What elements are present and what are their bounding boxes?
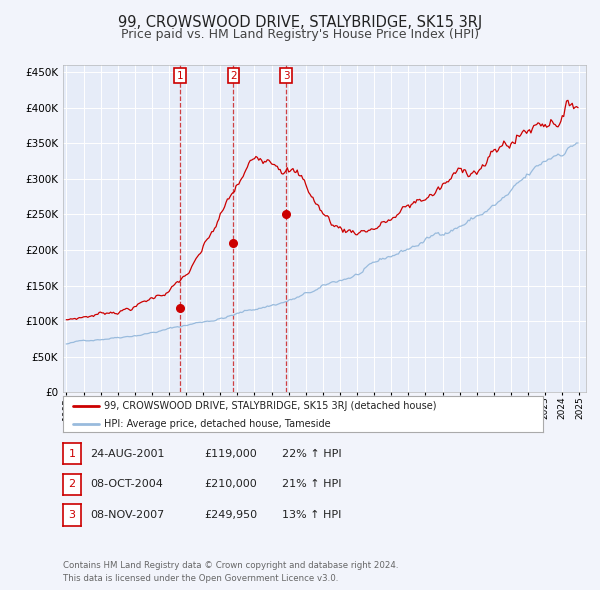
Text: Contains HM Land Registry data © Crown copyright and database right 2024.
This d: Contains HM Land Registry data © Crown c… (63, 562, 398, 583)
Text: Price paid vs. HM Land Registry's House Price Index (HPI): Price paid vs. HM Land Registry's House … (121, 28, 479, 41)
Text: £119,000: £119,000 (204, 449, 257, 458)
Text: 99, CROWSWOOD DRIVE, STALYBRIDGE, SK15 3RJ: 99, CROWSWOOD DRIVE, STALYBRIDGE, SK15 3… (118, 15, 482, 30)
Text: 13% ↑ HPI: 13% ↑ HPI (282, 510, 341, 520)
Text: 1: 1 (68, 449, 76, 458)
Text: HPI: Average price, detached house, Tameside: HPI: Average price, detached house, Tame… (104, 419, 331, 430)
Text: 2: 2 (230, 71, 237, 81)
Text: 24-AUG-2001: 24-AUG-2001 (90, 449, 164, 458)
Text: £249,950: £249,950 (204, 510, 257, 520)
Text: 1: 1 (177, 71, 184, 81)
Text: 08-NOV-2007: 08-NOV-2007 (90, 510, 164, 520)
Text: 2: 2 (68, 480, 76, 489)
Text: 3: 3 (283, 71, 289, 81)
Text: 08-OCT-2004: 08-OCT-2004 (90, 480, 163, 489)
Text: 22% ↑ HPI: 22% ↑ HPI (282, 449, 341, 458)
Text: 3: 3 (68, 510, 76, 520)
Text: £210,000: £210,000 (204, 480, 257, 489)
Text: 99, CROWSWOOD DRIVE, STALYBRIDGE, SK15 3RJ (detached house): 99, CROWSWOOD DRIVE, STALYBRIDGE, SK15 3… (104, 401, 436, 411)
Text: 21% ↑ HPI: 21% ↑ HPI (282, 480, 341, 489)
